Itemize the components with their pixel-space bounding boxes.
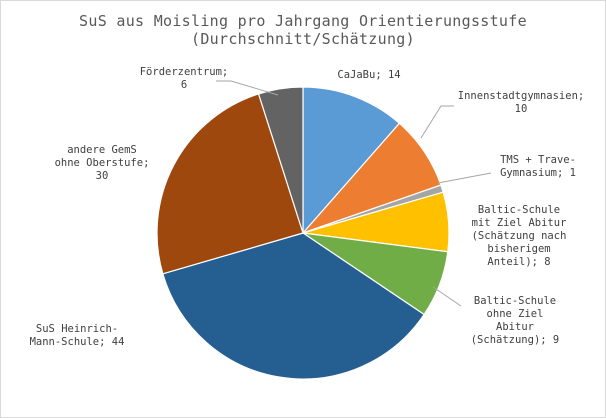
slice-label-line: Abitur	[496, 321, 534, 333]
slice-label-line: CaJaBu; 14	[337, 69, 400, 81]
slice-label: CaJaBu; 14	[337, 69, 400, 81]
slice-label-line: (Schätzung nach	[472, 230, 567, 242]
slice-label-line: bisherigem	[487, 243, 550, 255]
slice-label-line: Gymnasium; 1	[500, 167, 576, 179]
slice-label-line: ohne Oberstufe;	[55, 157, 150, 169]
slice-label-line: ohne Ziel	[487, 308, 544, 320]
leader-lines	[216, 80, 492, 307]
slice-label-line: SuS Heinrich-	[36, 323, 118, 335]
slice-label-line: 6	[181, 79, 187, 91]
slice-label-line: mit Ziel Abitur	[472, 217, 567, 229]
leader-line	[420, 105, 454, 139]
pie-slice	[302, 86, 401, 235]
slice-label-line: Mann-Schule; 44	[30, 336, 125, 348]
slice-label: Innenstadtgymnasien; 10	[458, 90, 584, 115]
pie-slice	[156, 93, 304, 275]
slice-label: Baltic-Schule mit Ziel Abitur (Schätzung n…	[472, 204, 567, 268]
slice-label-line: TMS + Trave-	[500, 154, 576, 166]
leader-line	[437, 172, 492, 184]
slice-label: andere GemS ohne Oberstufe; 30	[55, 144, 150, 182]
slice-label-line: 10	[515, 103, 528, 115]
slice-label: Förderzentrum; 6	[140, 66, 229, 91]
pie-slice	[257, 86, 304, 234]
data-labels: CaJaBu; 14 Innenstadtgymnasien; 10 TMS + Tr…	[30, 66, 585, 348]
chart-subtitle: (Durchschnitt/Schätzung)	[191, 30, 415, 48]
leader-line	[432, 286, 462, 307]
slice-label: Baltic-Schule ohne Ziel Abitur (Schätzung);…	[471, 295, 560, 346]
slice-label-line: Baltic-Schule	[474, 295, 556, 307]
slice-label-line: Baltic-Schule	[478, 204, 560, 216]
slice-label: SuS Heinrich-Mann-Schule; 44	[30, 323, 125, 348]
slice-label-line: andere GemS	[67, 144, 137, 156]
pie-slices	[156, 86, 450, 380]
slice-label: TMS + Trave-Gymnasium; 1	[500, 154, 576, 179]
pie-slice	[162, 232, 425, 380]
chart-title: SuS aus Moisling pro Jahrgang Orientieru…	[79, 12, 527, 30]
slice-label-line: (Schätzung); 9	[471, 334, 560, 346]
slice-label-line: 30	[96, 170, 109, 182]
slice-label-line: Innenstadtgymnasien;	[458, 90, 584, 102]
leader-line	[216, 80, 279, 96]
slice-label-line: Anteil); 8	[487, 256, 550, 268]
slice-label-line: Förderzentrum;	[140, 66, 229, 78]
